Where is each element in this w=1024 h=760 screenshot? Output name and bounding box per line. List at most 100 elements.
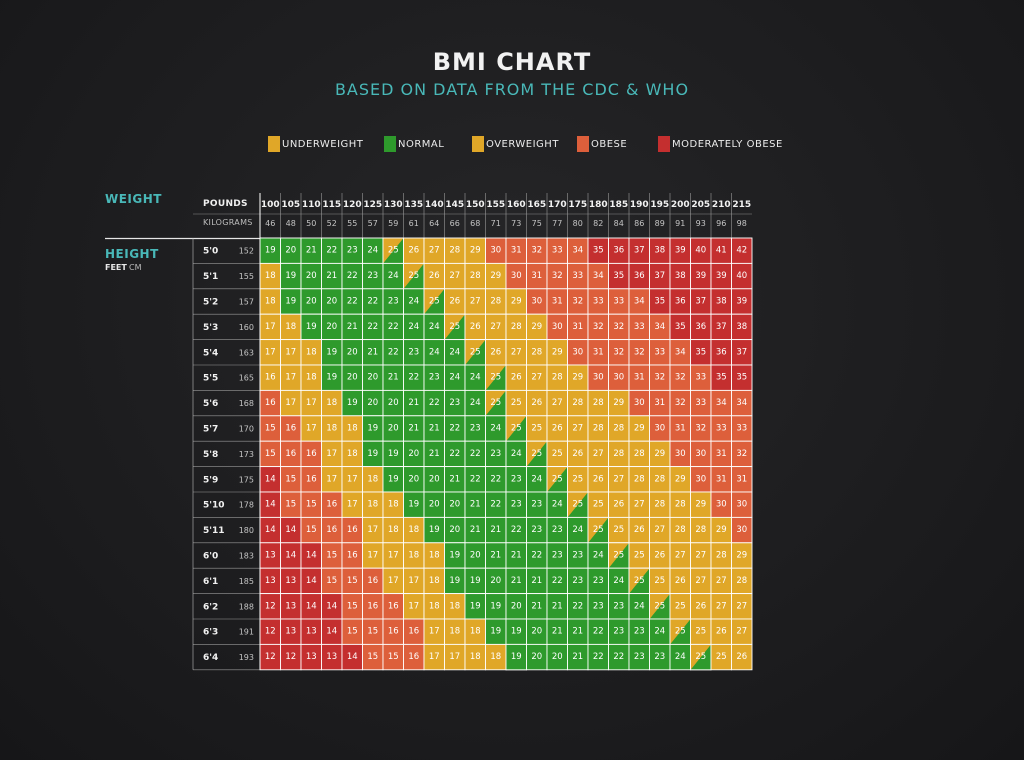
bmi-value: 41: [716, 246, 727, 256]
bmi-value: 23: [449, 398, 460, 408]
cell-split-upper: [383, 466, 404, 492]
legend-label-overweight: OVERWEIGHT: [486, 138, 559, 150]
bmi-value: 23: [552, 525, 563, 535]
bmi-value: 37: [695, 297, 706, 307]
bmi-value: 25: [511, 424, 522, 434]
cell-split-upper: [444, 542, 465, 569]
cell-split-upper: [444, 314, 465, 340]
bmi-value: 26: [490, 347, 501, 357]
cell-split-triangle: [403, 263, 424, 289]
cell-split-upper: [444, 568, 465, 594]
bmi-value: 19: [388, 474, 399, 484]
bmi-value: 24: [470, 373, 481, 383]
bmi-value: 19: [408, 500, 419, 510]
bmi-value: 15: [285, 474, 296, 484]
bmi-value: 23: [531, 500, 542, 510]
bmi-value: 27: [654, 525, 665, 535]
bmi-value: 28: [449, 246, 460, 256]
bmi-value: 26: [572, 449, 583, 459]
kilograms-tick: 64: [429, 219, 439, 228]
pounds-label: POUNDS: [203, 199, 248, 209]
cell-split-upper: [485, 619, 506, 645]
bmi-value: 30: [634, 398, 645, 408]
bmi-value: 22: [490, 474, 501, 484]
cell-split-upper: [485, 365, 506, 391]
bmi-value: 17: [449, 652, 460, 662]
bmi-value: 20: [326, 322, 337, 332]
bmi-value: 22: [449, 449, 460, 459]
bmi-value: 39: [716, 271, 727, 281]
cell-split-triangle: [547, 466, 568, 492]
bmi-value: 25: [654, 576, 665, 586]
bmi-value: 21: [326, 271, 337, 281]
bmi-value: 24: [429, 347, 440, 357]
bmi-value: 40: [695, 246, 706, 256]
bmi-value: 18: [265, 271, 276, 281]
pounds-tick: 165: [527, 200, 546, 210]
bmi-value: 37: [634, 246, 645, 256]
cm-tick: 188: [239, 602, 254, 611]
bmi-value: 23: [347, 246, 358, 256]
cm-tick: 178: [239, 501, 254, 510]
bmi-value: 21: [552, 601, 563, 611]
bmi-value: 17: [306, 424, 317, 434]
bmi-value: 28: [552, 373, 563, 383]
bmi-value: 21: [511, 551, 522, 561]
bmi-value: 34: [572, 246, 583, 256]
bmi-value: 23: [613, 601, 624, 611]
bmi-value: 34: [736, 398, 747, 408]
bmi-value: 25: [695, 627, 706, 637]
cell-split-upper: [424, 517, 445, 543]
bmi-value: 15: [388, 652, 399, 662]
bmi-value: 31: [634, 373, 645, 383]
bmi-value: 16: [265, 373, 276, 383]
bmi-value: 18: [408, 525, 419, 535]
cell-split-triangle: [465, 339, 486, 365]
bmi-value: 17: [347, 500, 358, 510]
bmi-value: 27: [695, 576, 706, 586]
kilograms-tick: 91: [675, 219, 685, 228]
bmi-value: 25: [593, 525, 604, 535]
bmi-value: 25: [552, 449, 563, 459]
pounds-tick: 190: [630, 200, 649, 210]
bmi-value: 19: [285, 271, 296, 281]
bmi-value: 21: [490, 551, 501, 561]
pounds-tick: 205: [691, 200, 710, 210]
bmi-value: 24: [552, 500, 563, 510]
bmi-value: 12: [285, 652, 296, 662]
bmi-value: 18: [347, 449, 358, 459]
bmi-value: 21: [531, 601, 542, 611]
bmi-value: 27: [716, 601, 727, 611]
bmi-value: 20: [326, 297, 337, 307]
bmi-value: 23: [613, 627, 624, 637]
bmi-value: 38: [736, 322, 747, 332]
bmi-value: 26: [593, 474, 604, 484]
bmi-value: 22: [470, 474, 481, 484]
bmi-value: 40: [736, 271, 747, 281]
cell-split-triangle: [526, 441, 547, 467]
bmi-value: 23: [531, 525, 542, 535]
bmi-value: 27: [490, 322, 501, 332]
bmi-value: 31: [531, 271, 542, 281]
bmi-value: 32: [675, 373, 686, 383]
bmi-value: 25: [613, 525, 624, 535]
kilograms-tick: 59: [388, 219, 398, 228]
bmi-value: 19: [326, 373, 337, 383]
bmi-value: 21: [429, 424, 440, 434]
cell-split-upper: [403, 492, 424, 518]
bmi-value: 16: [347, 525, 358, 535]
cm-label: CM: [129, 263, 142, 272]
bmi-value: 28: [511, 322, 522, 332]
bmi-value: 20: [388, 398, 399, 408]
bmi-value: 26: [408, 246, 419, 256]
bmi-value: 30: [613, 373, 624, 383]
bmi-value: 28: [675, 500, 686, 510]
bmi-value: 30: [593, 373, 604, 383]
bmi-value: 30: [654, 424, 665, 434]
bmi-value: 18: [306, 373, 317, 383]
bmi-value: 21: [306, 246, 317, 256]
cell-split-triangle: [444, 314, 465, 340]
bmi-value: 19: [367, 449, 378, 459]
cell-split-upper: [567, 492, 588, 518]
bmi-value: 12: [265, 627, 276, 637]
